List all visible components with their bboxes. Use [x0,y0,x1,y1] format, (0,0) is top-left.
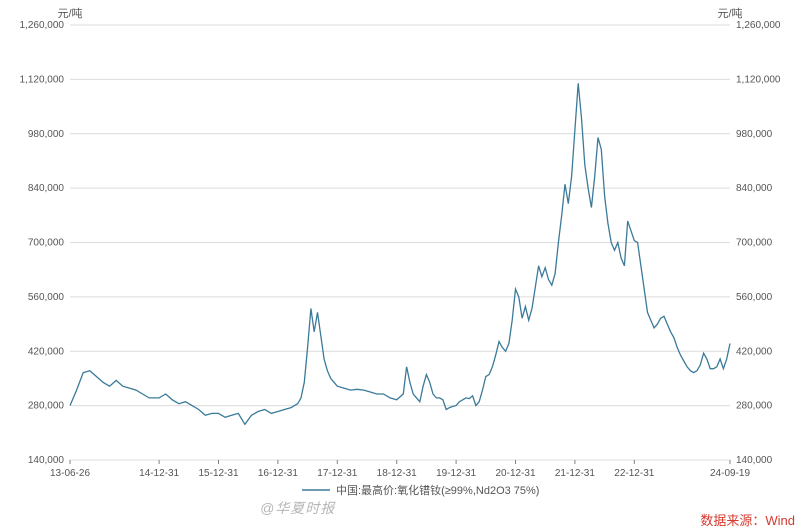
x-tick: 22-12-31 [614,468,654,479]
y-tick-right: 1,260,000 [736,20,781,31]
chart-container: 140,000 140,000 280,000 280,000 420,000 420,0… [0,0,800,531]
y-tick-left: 840,000 [28,183,65,194]
y-tick-left: 420,000 [28,346,65,357]
y-tick-right: 420,000 [736,346,773,357]
y-tick-left: 700,000 [28,238,65,249]
y-tick-right: 560,000 [736,292,773,303]
y-tick-left: 280,000 [28,401,65,412]
series-line [70,83,730,424]
x-tick: 19-12-31 [436,468,476,479]
y-tick-left: 1,120,000 [20,74,65,85]
y-unit-left: 元/吨 [57,7,82,20]
x-tick: 15-12-31 [198,468,238,479]
y-unit-right: 元/吨 [717,7,742,20]
y-tick-left: 140,000 [28,455,65,466]
y-tick-right: 840,000 [736,183,773,194]
y-tick-left: 560,000 [28,292,65,303]
price-line-chart: 140,000 140,000 280,000 280,000 420,000 420,0… [0,0,800,531]
x-tick: 24-09-19 [710,468,750,479]
y-tick-right: 140,000 [736,455,773,466]
x-tick: 16-12-31 [258,468,298,479]
y-tick-left: 1,260,000 [20,20,65,31]
x-tick: 14-12-31 [139,468,179,479]
data-source: 数据来源：Wind [700,513,795,528]
y-tick-right: 1,120,000 [736,74,781,85]
legend-label: 中国:最高价:氧化镨钕(≥99%,Nd2O3 75%) [336,483,539,497]
y-tick-left: 980,000 [28,129,65,140]
x-tick: 13-06-26 [50,468,90,479]
x-tick: 18-12-31 [377,468,417,479]
x-tick: 21-12-31 [555,468,595,479]
y-tick-right: 980,000 [736,129,773,140]
x-tick: 17-12-31 [317,468,357,479]
x-tick: 20-12-31 [495,468,535,479]
y-tick-right: 700,000 [736,238,773,249]
y-tick-right: 280,000 [736,401,773,412]
